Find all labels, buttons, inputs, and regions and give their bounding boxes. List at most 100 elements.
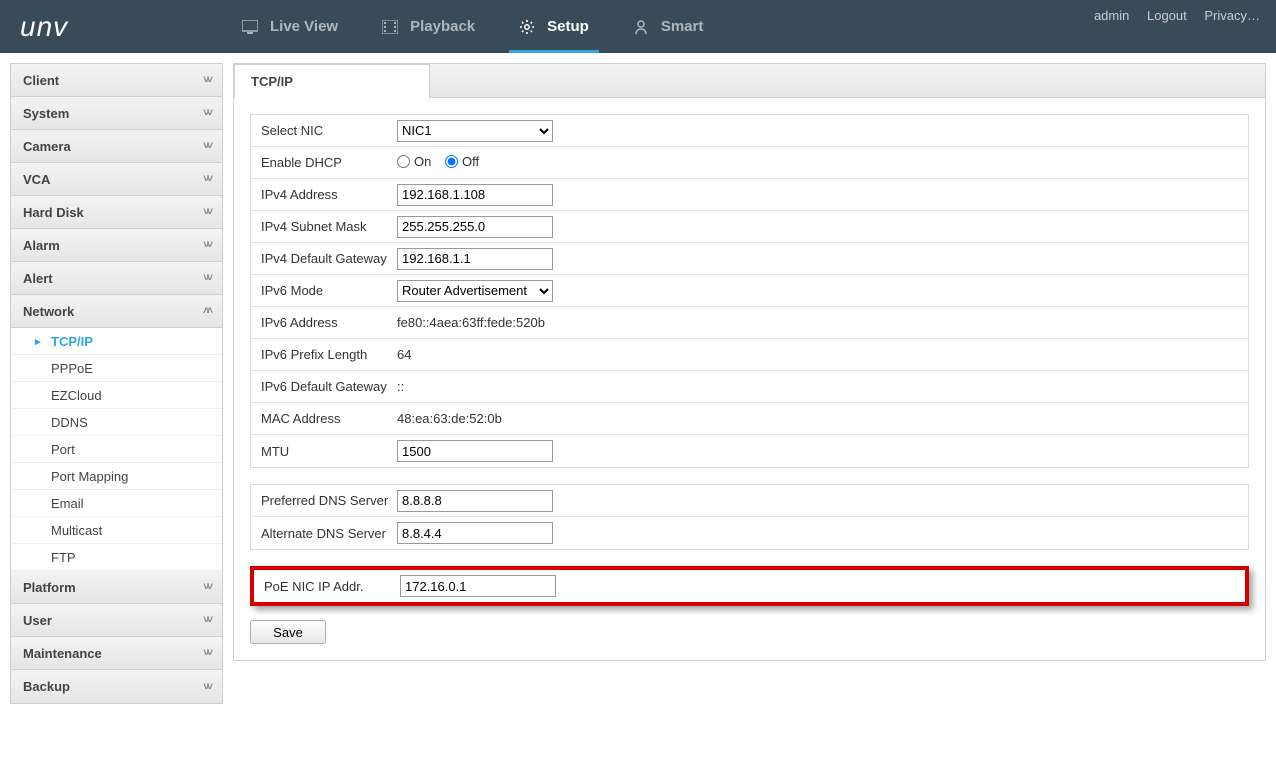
ipv6-prefix-value: 64 <box>397 347 411 362</box>
dhcp-radio-group: On Off <box>397 154 489 171</box>
chevron-down-icon: ˅˅ <box>203 74 210 86</box>
sidebar-label: Hard Disk <box>23 205 84 220</box>
sidebar-label: Platform <box>23 580 76 595</box>
sidebar-item-alert[interactable]: Alert ˅˅ <box>11 262 222 295</box>
chevron-down-icon: ˅˅ <box>203 272 210 284</box>
form-panel: Select NIC NIC1 Enable DHCP On Off IPv4 … <box>234 98 1265 660</box>
sidebar-subitem-ftp[interactable]: FTP <box>11 544 222 571</box>
sidebar-subitem-ezcloud[interactable]: EZCloud <box>11 382 222 409</box>
dns-section: Preferred DNS Server Alternate DNS Serve… <box>250 484 1249 550</box>
sidebar-label: Network <box>23 304 74 319</box>
sidebar-label: Client <box>23 73 59 88</box>
label-ipv6-address: IPv6 Address <box>261 315 397 330</box>
sidebar-label: Maintenance <box>23 646 102 661</box>
dhcp-off-radio[interactable] <box>445 155 458 168</box>
sidebar-subitem-pppoe[interactable]: PPPoE <box>11 355 222 382</box>
sidebar-item-network[interactable]: Network ˄˄ <box>11 295 222 328</box>
dhcp-off-option[interactable]: Off <box>445 154 479 169</box>
sidebar-subitem-email[interactable]: Email <box>11 490 222 517</box>
label-ipv4-mask: IPv4 Subnet Mask <box>261 219 397 234</box>
sidebar-item-system[interactable]: System ˅˅ <box>11 97 222 130</box>
sidebar-item-vca[interactable]: VCA ˅˅ <box>11 163 222 196</box>
chevron-down-icon: ˅˅ <box>203 140 210 152</box>
sidebar-subitem-port-mapping[interactable]: Port Mapping <box>11 463 222 490</box>
sidebar-label: Backup <box>23 679 70 694</box>
sidebar-label: System <box>23 106 69 121</box>
nav-playback[interactable]: Playback <box>360 0 497 53</box>
sidebar-subitem-ddns[interactable]: DDNS <box>11 409 222 436</box>
sidebar-item-backup[interactable]: Backup ˅˅ <box>11 670 222 703</box>
label-ipv4-gateway: IPv4 Default Gateway <box>261 251 397 266</box>
top-links: admin Logout Privacy… <box>1080 8 1260 23</box>
label-mac: MAC Address <box>261 411 397 426</box>
sidebar-label: VCA <box>23 172 50 187</box>
nav-label: Setup <box>547 18 589 35</box>
label-ipv4-address: IPv4 Address <box>261 187 397 202</box>
chevron-down-icon: ˅˅ <box>203 581 210 593</box>
chevron-down-icon: ˅˅ <box>203 173 210 185</box>
ipv4-mask-input[interactable] <box>397 216 553 238</box>
chevron-down-icon: ˅˅ <box>203 206 210 218</box>
poe-highlight: PoE NIC IP Addr. <box>250 566 1249 606</box>
nic-section: Select NIC NIC1 Enable DHCP On Off IPv4 … <box>250 114 1249 468</box>
user-link[interactable]: admin <box>1094 8 1129 23</box>
label-ipv6-gateway: IPv6 Default Gateway <box>261 379 397 394</box>
nav-label: Smart <box>661 18 704 35</box>
chevron-down-icon: ˅˅ <box>203 614 210 626</box>
label-mtu: MTU <box>261 444 397 459</box>
dhcp-on-radio[interactable] <box>397 155 410 168</box>
sidebar-item-alarm[interactable]: Alarm ˅˅ <box>11 229 222 262</box>
nav-label: Playback <box>410 18 475 35</box>
topbar: unv Live View Playback Setup Smart <box>0 0 1276 53</box>
person-icon <box>633 19 649 35</box>
logout-link[interactable]: Logout <box>1147 8 1187 23</box>
nav-setup[interactable]: Setup <box>497 0 611 53</box>
monitor-icon <box>242 19 258 35</box>
chevron-down-icon: ˅˅ <box>203 647 210 659</box>
label-enable-dhcp: Enable DHCP <box>261 155 397 170</box>
sidebar-item-platform[interactable]: Platform ˅˅ <box>11 571 222 604</box>
logo: unv <box>0 11 220 43</box>
ipv4-address-input[interactable] <box>397 184 553 206</box>
radio-label: On <box>414 154 431 169</box>
alternate-dns-input[interactable] <box>397 522 553 544</box>
label-poe-nic: PoE NIC IP Addr. <box>264 579 400 594</box>
top-navigation: Live View Playback Setup Smart <box>220 0 725 53</box>
preferred-dns-input[interactable] <box>397 490 553 512</box>
sidebar-subitem-port[interactable]: Port <box>11 436 222 463</box>
gear-icon <box>519 19 535 35</box>
tab-tcpip[interactable]: TCP/IP <box>234 64 430 98</box>
sidebar-label: Camera <box>23 139 71 154</box>
nav-live-view[interactable]: Live View <box>220 0 360 53</box>
radio-label: Off <box>462 154 479 169</box>
mac-value: 48:ea:63:de:52:0b <box>397 411 502 426</box>
sidebar-label: Alert <box>23 271 53 286</box>
mtu-input[interactable] <box>397 440 553 462</box>
select-nic[interactable]: NIC1 <box>397 120 553 142</box>
page-body: Client ˅˅ System ˅˅ Camera ˅˅ VCA ˅˅ Har… <box>0 53 1276 714</box>
chevron-down-icon: ˅˅ <box>203 239 210 251</box>
sidebar-label: User <box>23 613 52 628</box>
sidebar-subitem-multicast[interactable]: Multicast <box>11 517 222 544</box>
label-ipv6-mode: IPv6 Mode <box>261 283 397 298</box>
sidebar-network-subitems: TCP/IP PPPoE EZCloud DDNS Port Port Mapp… <box>11 328 222 571</box>
chevron-up-icon: ˄˄ <box>203 305 210 317</box>
film-icon <box>382 19 398 35</box>
content-panel: TCP/IP Select NIC NIC1 Enable DHCP On Of… <box>233 63 1266 661</box>
privacy-link[interactable]: Privacy… <box>1204 8 1260 23</box>
sidebar-item-client[interactable]: Client ˅˅ <box>11 64 222 97</box>
dhcp-on-option[interactable]: On <box>397 154 431 169</box>
ipv6-address-value: fe80::4aea:63ff:fede:520b <box>397 315 545 330</box>
nav-smart[interactable]: Smart <box>611 0 726 53</box>
poe-section: PoE NIC IP Addr. <box>254 570 1245 602</box>
sidebar-item-camera[interactable]: Camera ˅˅ <box>11 130 222 163</box>
save-button[interactable]: Save <box>250 620 326 644</box>
poe-nic-input[interactable] <box>400 575 556 597</box>
sidebar-item-maintenance[interactable]: Maintenance ˅˅ <box>11 637 222 670</box>
ipv6-mode-select[interactable]: Router Advertisement <box>397 280 553 302</box>
ipv4-gateway-input[interactable] <box>397 248 553 270</box>
sidebar: Client ˅˅ System ˅˅ Camera ˅˅ VCA ˅˅ Har… <box>10 63 223 704</box>
sidebar-subitem-tcpip[interactable]: TCP/IP <box>11 328 222 355</box>
sidebar-item-user[interactable]: User ˅˅ <box>11 604 222 637</box>
sidebar-item-hard-disk[interactable]: Hard Disk ˅˅ <box>11 196 222 229</box>
